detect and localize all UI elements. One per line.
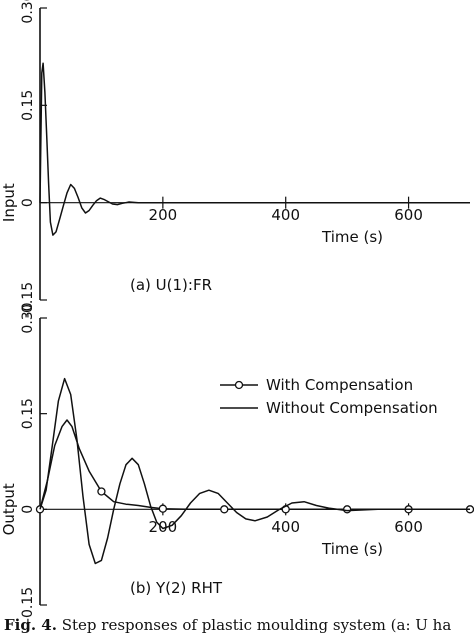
- data-point-marker: [342, 505, 352, 514]
- caption-prefix: Fig. 4.: [4, 616, 57, 634]
- y-axis-label: Input: [0, 183, 18, 222]
- y-tick-label: 0.15: [20, 90, 36, 121]
- x-tick-label: 600: [394, 518, 423, 536]
- panel-label: (a) U(1):FR: [130, 276, 212, 294]
- y-axis-label: Output: [0, 483, 18, 535]
- legend-entry: With Compensation: [266, 376, 413, 394]
- y-tick-label: 0.30: [20, 0, 36, 24]
- data-point-marker: [220, 505, 229, 514]
- x-tick-label: 200: [149, 518, 178, 536]
- figure-caption: Fig. 4. Step responses of plastic mouldi…: [4, 616, 470, 638]
- series-line-with-compensation: [39, 419, 470, 511]
- data-point-marker: [35, 505, 45, 514]
- x-axis-label: Time (s): [321, 228, 383, 246]
- y-tick-label: -0.15: [20, 282, 36, 318]
- panel-label: (b) Y(2) RHT: [130, 579, 223, 597]
- y-tick-label: 0: [20, 505, 36, 514]
- series-line-without-compensation: [39, 377, 470, 565]
- y-tick-label: 0.15: [20, 398, 36, 429]
- caption-text: Step responses of plastic moulding syste…: [56, 616, 452, 634]
- series-line-series-0: [39, 62, 470, 236]
- x-tick-label: 600: [394, 206, 423, 224]
- panel-a: 0.30 0.15 0 -0.15 200 400 600 Input Time (s) (a) …: [0, 0, 470, 318]
- legend-swatch-marker: [234, 380, 244, 390]
- panel-b: 0.30 0.15 0 -0.15 200 400 600 Output Time (s) (b)…: [0, 302, 474, 623]
- x-tick-label: 400: [271, 206, 300, 224]
- y-tick-label: -0.15: [20, 587, 36, 623]
- x-tick-label: 400: [271, 518, 300, 536]
- x-axis-label: Time (s): [321, 540, 383, 558]
- x-tick-label: 200: [149, 206, 178, 224]
- y-tick-label: 0.30: [20, 302, 36, 333]
- legend-entry: Without Compensation: [266, 399, 438, 417]
- data-point-marker: [158, 504, 168, 513]
- data-point-marker: [97, 487, 106, 496]
- y-tick-label: 0: [20, 198, 36, 207]
